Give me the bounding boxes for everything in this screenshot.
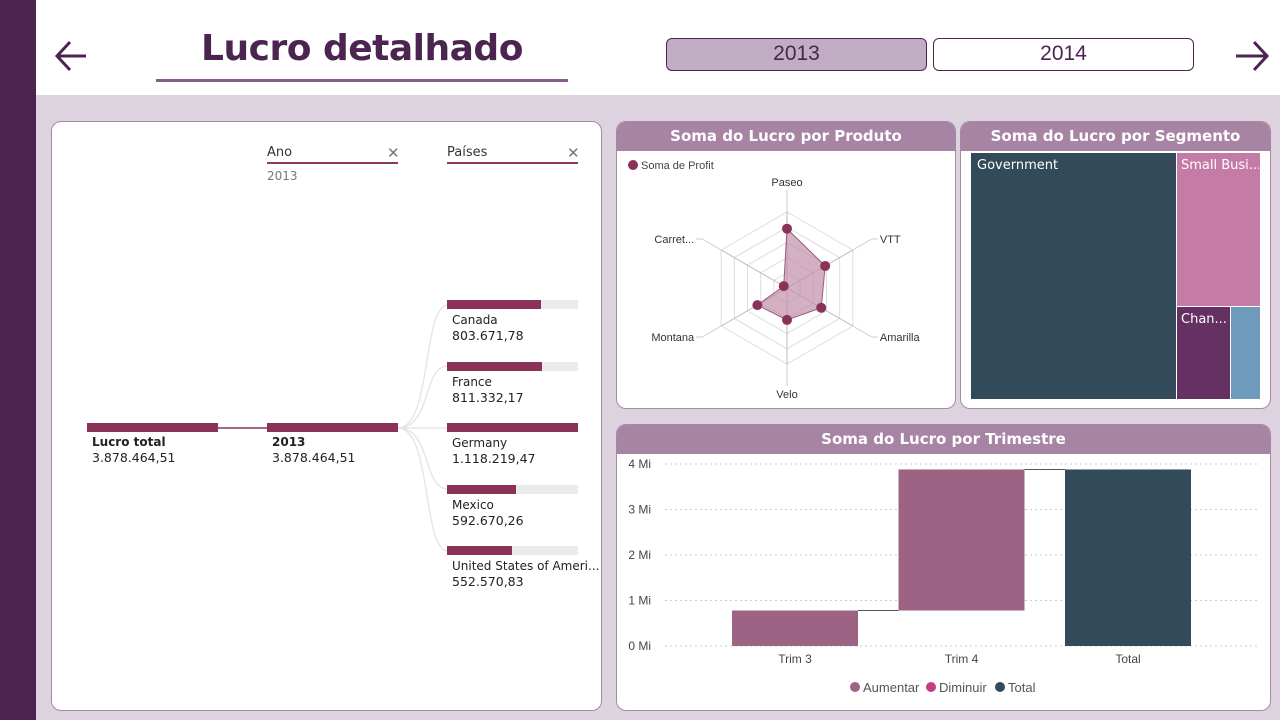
radar-point[interactable] (816, 302, 827, 313)
country-label-germany: Germany (452, 436, 508, 450)
country-label-canada: Canada (452, 313, 498, 327)
page-title: Lucro detalhado (201, 28, 523, 69)
radar-axis-label: Paseo (771, 177, 802, 189)
year-node-label: 2013 (272, 435, 306, 449)
treemap-tile-small-business[interactable]: Small Busi... (1177, 153, 1260, 306)
root-node-value: 3.878.464,51 (92, 450, 176, 465)
country-value-mexico: 592.670,26 (452, 512, 524, 528)
radar-card: Soma do Lucro por Produto Soma de Profit… (616, 121, 956, 409)
waterfall-title: Soma do Lucro por Trimestre (617, 425, 1270, 454)
waterfall-y-tick: 3 Mi (628, 503, 651, 517)
arrow-left-icon[interactable] (52, 36, 92, 76)
country-bar-united-states-of-ameri[interactable] (447, 546, 512, 555)
radar-axis-label: Velo (776, 389, 797, 401)
year-node-value: 3.878.464,51 (272, 450, 356, 465)
country-bar-canada[interactable] (447, 300, 542, 309)
root-node-bar[interactable] (87, 423, 218, 432)
radar-legend-label: Soma de Profit (641, 160, 714, 172)
radar-point[interactable] (752, 300, 763, 311)
treemap-label-channel: Chan... (1181, 312, 1227, 327)
clear-filter-ano-icon[interactable]: ✕ (387, 144, 400, 162)
radar-leader (701, 238, 722, 251)
treemap-card: Soma do Lucro por Segmento Government Sm… (960, 121, 1271, 409)
country-value-germany: 1.118.219,47 (452, 451, 536, 466)
radar-legend-marker (628, 160, 638, 170)
waterfall-bar[interactable] (1065, 469, 1191, 646)
country-value-united-states-of-ameri: 552.570,83 (452, 574, 524, 589)
radar-leader (701, 325, 722, 338)
radar-axis-label: Montana (651, 332, 695, 344)
radar-leader (852, 325, 873, 338)
treemap-tile-other[interactable] (1231, 307, 1260, 399)
year-button-2014[interactable]: 2014 (933, 38, 1194, 71)
treemap-tile-government[interactable]: Government (971, 153, 1176, 399)
waterfall-legend-marker (995, 682, 1005, 692)
radar-point[interactable] (778, 281, 789, 292)
filter-underline-paises (447, 162, 578, 164)
filter-label-paises: Países (447, 145, 488, 160)
waterfall-chart: 0 Mi 1 Mi 2 Mi 3 Mi 4 Mi Trim 3 Trim 4 Total Aum… (628, 457, 1257, 695)
treemap-tile-channel[interactable]: Chan... (1177, 307, 1230, 399)
radar-leader (852, 238, 873, 251)
radar-point[interactable] (820, 260, 831, 271)
radar-point[interactable] (782, 314, 792, 325)
waterfall-x-tick: Trim 4 (945, 652, 979, 666)
filter-value-ano: 2013 (267, 169, 298, 183)
year-button-2013[interactable]: 2013 (666, 38, 927, 71)
radar-series-area (756, 227, 826, 321)
waterfall-y-tick: 4 Mi (628, 457, 651, 471)
country-value-france: 811.332,17 (452, 389, 524, 405)
waterfall-legend-marker (926, 682, 936, 692)
treemap-label-small-business: Small Busi... (1181, 158, 1259, 173)
country-bar-track-united-states-of-ameri (447, 546, 578, 555)
country-bar-germany[interactable] (447, 423, 578, 432)
country-value-canada: 803.671,78 (452, 328, 524, 343)
country-bar-mexico[interactable] (447, 484, 517, 494)
tree-connectors (218, 304, 449, 552)
filter-underline-ano (267, 162, 398, 164)
waterfall-bar[interactable] (732, 610, 858, 646)
country-label-united-states-of-ameri: United States of Ameri... (452, 559, 600, 573)
decomposition-tree-card: Ano ✕ 2013 Países ✕ Lucro total 3.878.46… (51, 121, 602, 711)
title-underline (156, 79, 568, 82)
radar-axis-label: Amarilla (880, 332, 921, 344)
waterfall-y-tick: 2 Mi (628, 548, 651, 562)
radar-axis-label: VTT (880, 234, 901, 246)
year-node-bar[interactable] (267, 423, 398, 432)
filter-label-ano: Ano (267, 145, 293, 160)
page-header: Lucro detalhado 2013 2014 (36, 0, 1280, 95)
radar-title: Soma do Lucro por Produto (617, 122, 955, 151)
waterfall-x-tick: Trim 3 (778, 652, 812, 666)
waterfall-y-tick: 0 Mi (628, 639, 651, 653)
radar-chart: Soma de Profit Paseo VTT Amarilla Velo Monta… (628, 160, 921, 401)
waterfall-legend-marker (850, 682, 860, 692)
waterfall-legend-label: Total (1008, 680, 1036, 695)
arrow-right-icon[interactable] (1232, 36, 1272, 76)
treemap-label-government: Government (977, 158, 1059, 173)
country-label-mexico: Mexico (452, 497, 494, 512)
treemap-title: Soma do Lucro por Segmento (961, 122, 1270, 151)
radar-axis-label: Carret... (654, 234, 694, 246)
country-label-france: France (452, 374, 492, 389)
waterfall-card: Soma do Lucro por Trimestre 0 Mi 1 Mi 2 Mi… (616, 424, 1271, 711)
radar-spoke (720, 249, 788, 289)
waterfall-bar[interactable] (898, 469, 1025, 611)
country-bar-france[interactable] (447, 361, 543, 371)
waterfall-legend-label: Diminuir (939, 680, 987, 695)
waterfall-x-tick: Total (1115, 652, 1140, 666)
waterfall-legend-label: Aumentar (863, 680, 920, 695)
clear-filter-paises-icon[interactable]: ✕ (567, 144, 580, 162)
radar-point[interactable] (782, 223, 792, 234)
waterfall-y-tick: 1 Mi (628, 594, 651, 608)
left-accent-strip (0, 0, 36, 720)
root-node-label: Lucro total (92, 435, 166, 449)
